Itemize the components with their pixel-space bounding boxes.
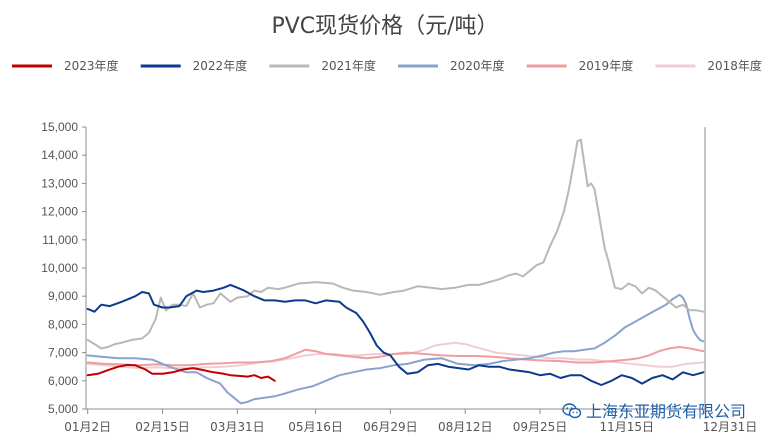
y-tick-label: 15,000 <box>41 120 78 134</box>
y-tick-label: 12,000 <box>41 205 78 219</box>
y-tick-label: 6,000 <box>48 374 78 388</box>
x-tick-label: 09月25日 <box>513 420 568 434</box>
series-line <box>86 364 276 382</box>
y-tick-label: 8,000 <box>48 317 78 331</box>
axes-layer: 5,000 6,000 7,000 8,000 9,000 10,000 11,000 12,… <box>41 120 757 434</box>
x-tick-label: 06月29日 <box>363 420 418 434</box>
x-tick-label: 08月12日 <box>438 420 493 434</box>
y-tick-label: 9,000 <box>48 289 78 303</box>
x-tick-label: 11月15日 <box>600 420 655 434</box>
legend-label: 2018年度 <box>707 58 762 73</box>
plot-area: 5,000 6,000 7,000 8,000 9,000 10,000 11,000 12,… <box>41 120 757 434</box>
y-tick-label: 13,000 <box>41 176 78 190</box>
series-line <box>86 283 705 386</box>
x-tick-label: 12月31日 <box>703 420 758 434</box>
legend-label: 2022年度 <box>193 58 248 73</box>
wechat-icon <box>562 403 582 419</box>
series-line <box>86 138 705 350</box>
legend-label: 2020年度 <box>450 58 505 73</box>
y-tick-label: 11,000 <box>42 233 78 247</box>
y-tick-label: 14,000 <box>41 148 78 162</box>
chart-title: PVC现货价格（元/吨） <box>271 14 498 39</box>
y-tick-label: 10,000 <box>41 261 78 275</box>
series-line <box>86 293 705 405</box>
x-tick-label: 05月16日 <box>288 420 343 434</box>
legend-label: 2021年度 <box>321 58 376 73</box>
watermark-text: 上海东亚期货有限公司 <box>585 402 746 421</box>
y-tick-label: 5,000 <box>48 402 78 416</box>
x-tick-label: 01月2日 <box>64 420 111 434</box>
legend-label: 2019年度 <box>579 58 634 73</box>
x-tick-label: 03月31日 <box>210 420 265 434</box>
y-tick-label: 7,000 <box>48 346 78 360</box>
series-line <box>86 346 705 367</box>
watermark: 上海东亚期货有限公司 <box>562 398 746 422</box>
legend: 2023年度 2022年度 2021年度 2020年度 2019年度 2018年度 <box>12 58 762 73</box>
x-tick-label: 02月15日 <box>135 420 190 434</box>
legend-label: 2023年度 <box>64 58 119 73</box>
series-layer <box>86 138 705 405</box>
